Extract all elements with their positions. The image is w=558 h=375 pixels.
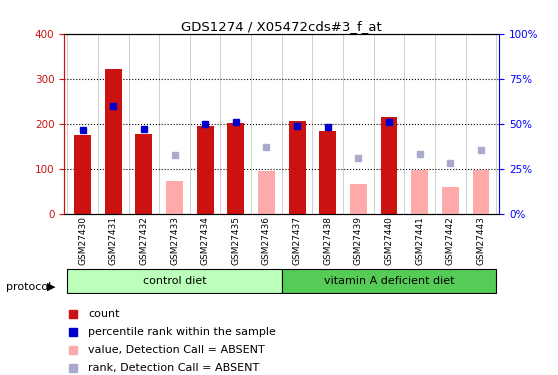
Text: GSM27435: GSM27435 [232, 216, 240, 266]
Text: GSM27439: GSM27439 [354, 216, 363, 266]
Text: GSM27443: GSM27443 [477, 216, 485, 266]
Text: GSM27436: GSM27436 [262, 216, 271, 266]
Text: GSM27431: GSM27431 [109, 216, 118, 266]
Text: GSM27440: GSM27440 [384, 216, 393, 266]
Bar [288, 121, 306, 214]
Text: percentile rank within the sample: percentile rank within the sample [88, 327, 276, 337]
Title: GDS1274 / X05472cds#3_f_at: GDS1274 / X05472cds#3_f_at [181, 20, 382, 33]
Bar [350, 184, 367, 214]
Bar [381, 117, 397, 214]
Bar [282, 269, 497, 293]
Text: protocol: protocol [6, 282, 51, 292]
Text: GSM27442: GSM27442 [446, 217, 455, 266]
Text: GSM27437: GSM27437 [292, 216, 302, 266]
Text: GSM27432: GSM27432 [140, 216, 148, 266]
Text: GSM27434: GSM27434 [201, 216, 210, 266]
Bar [258, 171, 275, 214]
Bar [67, 269, 282, 293]
Bar [228, 123, 244, 214]
Bar [473, 170, 489, 214]
Bar [136, 134, 152, 214]
Text: count: count [88, 309, 119, 319]
Bar [105, 69, 122, 214]
Bar [197, 126, 214, 214]
Text: GSM27441: GSM27441 [415, 216, 424, 266]
Text: value, Detection Call = ABSENT: value, Detection Call = ABSENT [88, 345, 265, 355]
Text: ▶: ▶ [47, 282, 56, 292]
Text: vitamin A deficient diet: vitamin A deficient diet [324, 276, 454, 286]
Bar [166, 182, 183, 214]
Bar [74, 135, 91, 214]
Text: GSM27433: GSM27433 [170, 216, 179, 266]
Text: GSM27438: GSM27438 [323, 216, 332, 266]
Text: GSM27430: GSM27430 [78, 216, 87, 266]
Bar [319, 130, 336, 214]
Bar [442, 187, 459, 214]
Text: rank, Detection Call = ABSENT: rank, Detection Call = ABSENT [88, 363, 259, 373]
Text: control diet: control diet [143, 276, 206, 286]
Bar [411, 170, 428, 214]
